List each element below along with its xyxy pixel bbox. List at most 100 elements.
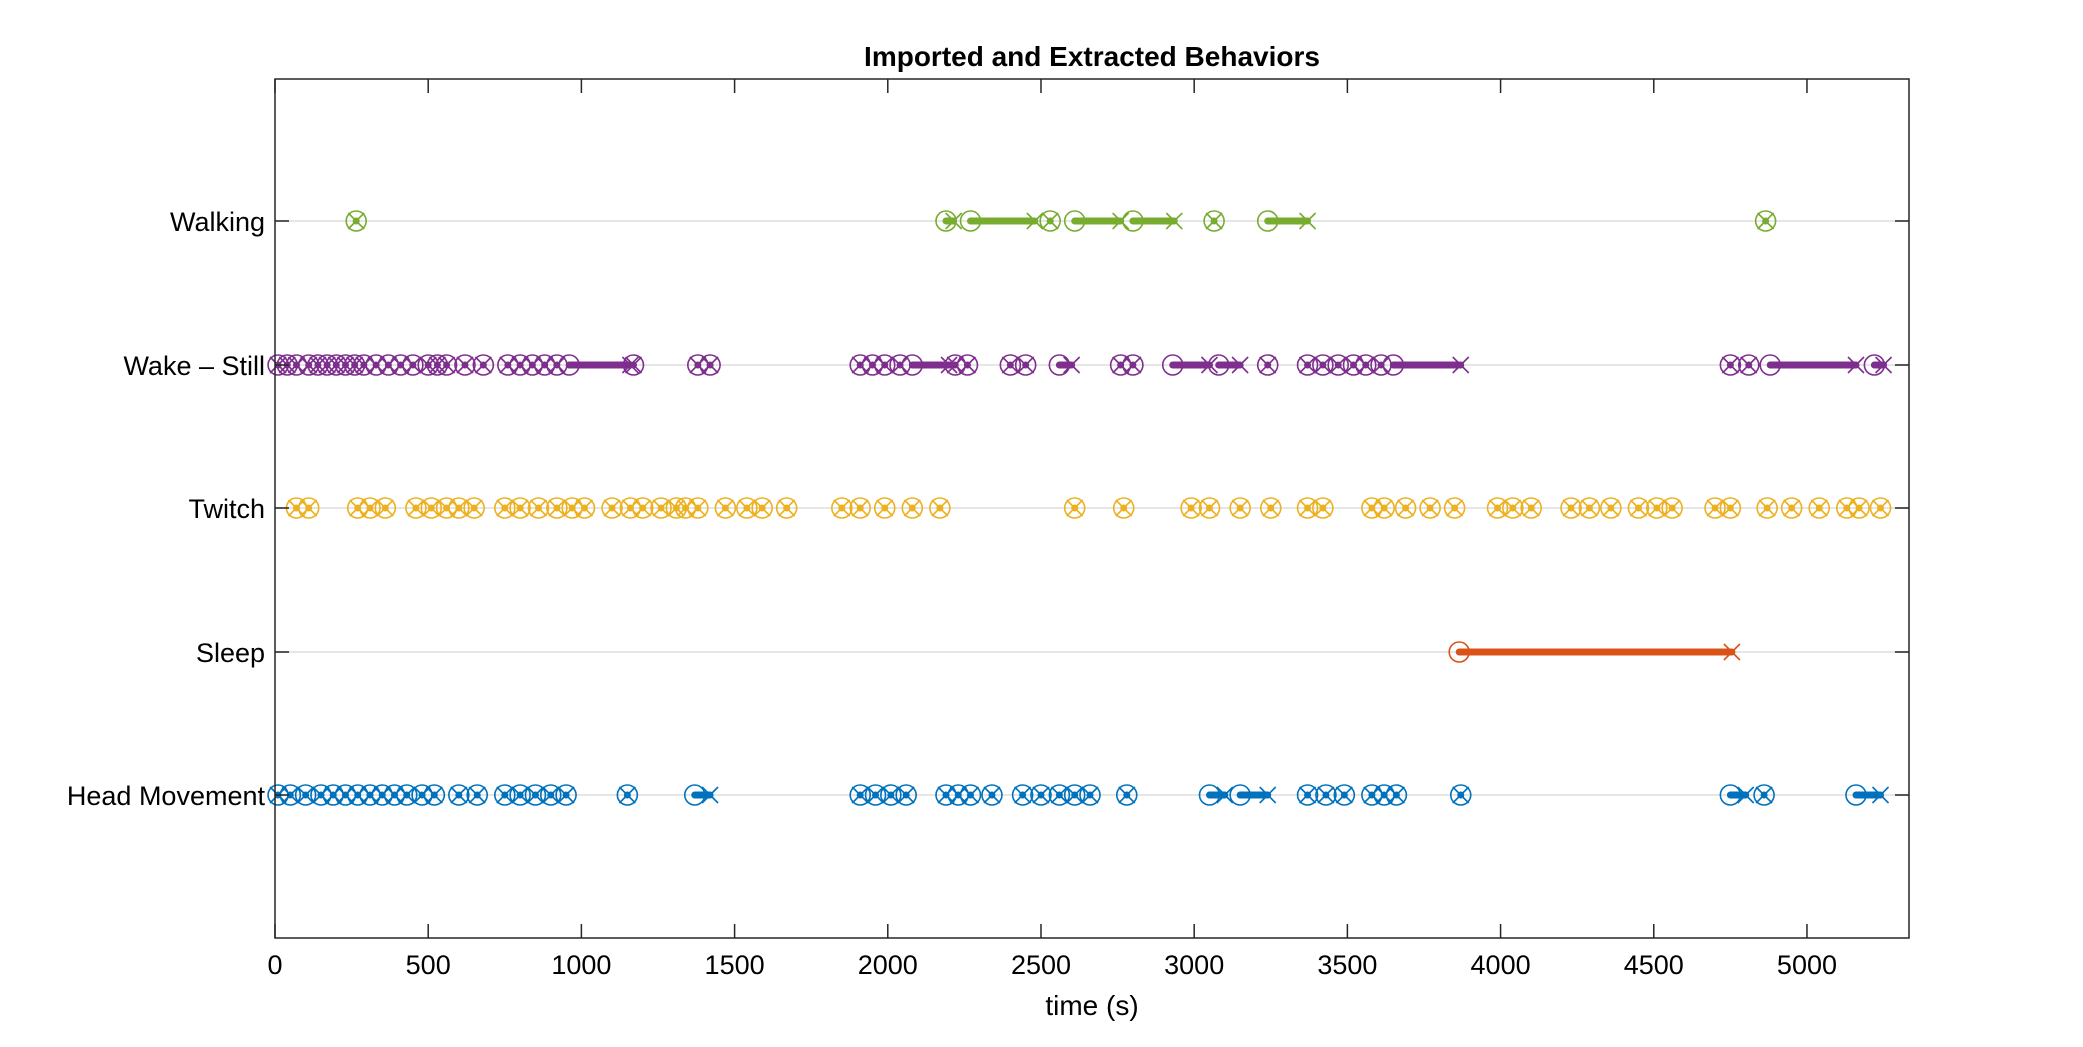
- bout-start-circle: [1312, 354, 1334, 376]
- bout-start-circle: [509, 497, 531, 519]
- bout-start-circle: [714, 497, 737, 519]
- bout-end-cross: [903, 499, 921, 517]
- bout-end-cross: [1871, 786, 1890, 804]
- bout-start-circle: [374, 497, 397, 519]
- bout-start-circle: [1115, 784, 1138, 806]
- bout-end-cross: [474, 356, 492, 374]
- bout-end-cross: [1504, 499, 1522, 517]
- bout-end-cross: [1231, 356, 1249, 374]
- bout-start-circle: [493, 497, 516, 519]
- bout-end-cross: [529, 499, 548, 517]
- bout-end-cross: [866, 786, 885, 804]
- bout-start-circle: [929, 497, 951, 519]
- bout-end-cross: [511, 499, 529, 517]
- bout-end-cross: [438, 499, 456, 517]
- bout-start-circle: [1719, 784, 1742, 806]
- bout-start-circle: [1048, 784, 1071, 806]
- bout-end-cross: [385, 786, 404, 804]
- bout-end-cross: [897, 786, 915, 804]
- bout-end-cross: [1723, 643, 1741, 661]
- y-tick-label: Twitch: [188, 494, 265, 524]
- bout-end-cross: [575, 499, 594, 517]
- bout-start-circle: [1560, 497, 1582, 519]
- bout-end-cross: [634, 499, 652, 517]
- bout-end-cross: [1847, 356, 1865, 374]
- bout-start-circle: [895, 784, 917, 806]
- bout-start-circle: [901, 354, 924, 376]
- bout-end-cross: [422, 499, 440, 517]
- bout-end-cross: [949, 786, 967, 804]
- bout-end-cross: [407, 499, 425, 517]
- bout-end-cross: [309, 356, 327, 374]
- bout-start-circle: [1048, 354, 1071, 376]
- bout-end-cross: [701, 786, 719, 804]
- bout-end-cross: [1335, 786, 1353, 804]
- bout-start-circle: [873, 497, 896, 519]
- x-tick-label: 5000: [1777, 950, 1837, 980]
- bout-end-cross: [450, 499, 468, 517]
- bout-start-circle: [1646, 497, 1668, 519]
- bout-start-circle: [959, 784, 982, 806]
- bout-start-circle: [493, 784, 516, 806]
- bout-start-circle: [420, 497, 443, 519]
- bout-end-cross: [1871, 499, 1890, 517]
- bout-end-cross: [624, 356, 643, 374]
- bout-end-cross: [361, 786, 379, 804]
- bout-start-circle: [573, 497, 596, 519]
- bout-end-cross: [1298, 499, 1317, 517]
- bout-end-cross: [701, 356, 719, 374]
- data-marks: [267, 210, 1893, 806]
- bout-end-cross: [1050, 786, 1068, 804]
- bout-start-circle: [901, 497, 924, 519]
- bout-end-cross: [1648, 499, 1666, 517]
- bout-end-cross: [1758, 499, 1776, 517]
- bout-end-cross: [347, 212, 365, 230]
- axes: Walking Wake – Still Twitch Sleep Head Movem…: [67, 79, 1909, 980]
- bout-end-cross: [1397, 499, 1415, 517]
- bout-end-cross: [983, 786, 1001, 804]
- bout-start-circle: [1661, 497, 1683, 519]
- bout-start-circle: [405, 497, 427, 519]
- bout-end-cross: [1081, 786, 1099, 804]
- bout-start-circle: [555, 784, 577, 806]
- bout-start-circle: [1312, 497, 1334, 519]
- bout-end-cross: [1298, 356, 1317, 374]
- bout-end-cross: [716, 499, 734, 517]
- bout-start-circle: [1780, 497, 1803, 519]
- bout-end-cross: [465, 499, 483, 517]
- bout-end-cross: [318, 356, 336, 374]
- bout-start-circle: [1259, 497, 1282, 519]
- bout-end-cross: [621, 499, 639, 517]
- bout-start-circle: [1486, 497, 1509, 519]
- bout-end-cross: [738, 499, 756, 517]
- bout-end-cross: [542, 786, 560, 804]
- bout-start-circle: [1502, 497, 1524, 519]
- bout-end-cross: [425, 786, 443, 804]
- bout-start-circle: [736, 497, 758, 519]
- bout-end-cross: [937, 786, 955, 804]
- bout-start-circle: [1014, 354, 1037, 376]
- bout-end-cross: [1017, 356, 1035, 374]
- bout-end-cross: [379, 356, 397, 374]
- bout-end-cross: [1721, 499, 1739, 517]
- x-tick-label: 0: [267, 950, 282, 980]
- bout-end-cross: [1205, 212, 1223, 230]
- bout-end-cross: [1850, 499, 1868, 517]
- bout-end-cross: [961, 786, 980, 804]
- bout-end-cross: [526, 786, 545, 804]
- bout-start-circle: [601, 497, 623, 519]
- bout-end-cross: [548, 356, 566, 374]
- bout-start-circle: [631, 497, 654, 519]
- bout-end-cross: [1118, 786, 1136, 804]
- bout-end-cross: [1375, 786, 1393, 804]
- x-tick-label: 4500: [1624, 950, 1684, 980]
- bout-end-cross: [468, 786, 486, 804]
- bout-start-circle: [509, 784, 531, 806]
- bout-end-cross: [404, 356, 422, 374]
- bout-start-circle: [1063, 497, 1086, 519]
- bout-end-cross: [652, 499, 670, 517]
- bout-end-cross: [548, 499, 566, 517]
- bout-end-cross: [1032, 786, 1050, 804]
